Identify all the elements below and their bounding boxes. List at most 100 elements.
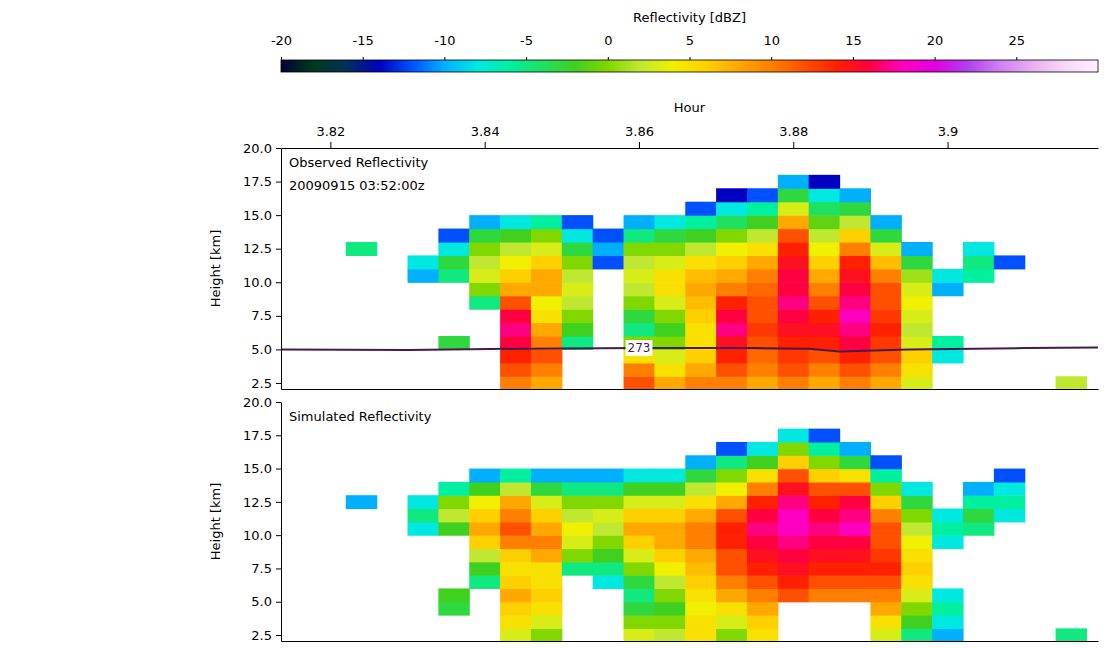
cell [963, 522, 994, 536]
cell [932, 588, 963, 602]
cell [901, 535, 932, 549]
cell [747, 469, 778, 483]
cell [963, 509, 994, 523]
cell [809, 363, 840, 377]
cell [685, 269, 716, 283]
cell [901, 509, 932, 523]
y-axis-line [281, 149, 282, 390]
cell [654, 615, 685, 629]
cell [901, 602, 932, 616]
cell [593, 562, 624, 576]
y-axis-tick: 10.0 [243, 275, 281, 290]
cell [654, 495, 685, 509]
cell [747, 255, 778, 269]
cell [747, 548, 778, 562]
x-axis-tick: 3.88 [779, 124, 808, 148]
cell [778, 296, 809, 310]
y-axis-tick: 15.0 [243, 208, 281, 223]
cell [809, 442, 840, 456]
cell [562, 229, 593, 243]
cell [531, 495, 562, 509]
cell [963, 242, 994, 256]
cell [747, 522, 778, 536]
cell [593, 482, 624, 496]
cell [469, 242, 500, 256]
cell [747, 282, 778, 296]
cell [747, 615, 778, 629]
cell [654, 349, 685, 363]
cell [469, 229, 500, 243]
y-axis-title: Height [km] [208, 483, 223, 560]
x-axis-tick: 3.9 [938, 124, 959, 148]
cell [593, 535, 624, 549]
cell [500, 615, 531, 629]
colorbar-axis-tick-mark [444, 57, 445, 60]
cell [870, 269, 901, 283]
cell [716, 575, 747, 589]
cell [963, 495, 994, 509]
cell [438, 482, 469, 496]
x-axis-tick-label: 3.9 [938, 124, 959, 139]
cell [624, 376, 655, 389]
cell [716, 602, 747, 616]
cell [747, 229, 778, 243]
cell [685, 548, 716, 562]
x-axis-tick-mark [793, 142, 794, 148]
cell [685, 242, 716, 256]
y-axis: 20.017.515.012.510.07.55.02.5 [243, 141, 281, 391]
x-axis-tick-mark [330, 142, 331, 148]
cell [870, 296, 901, 310]
cell [778, 562, 809, 576]
cell [500, 628, 531, 641]
colorbar-gradient [281, 60, 1098, 72]
panel-title: Observed Reflectivity [289, 155, 429, 170]
cell [870, 548, 901, 562]
colorbar-title: Reflectivity [dBZ] [633, 10, 746, 25]
plot-area [281, 175, 1098, 389]
cell [562, 482, 593, 496]
cell [500, 242, 531, 256]
cell [624, 509, 655, 523]
y-axis-tick-mark [276, 316, 281, 317]
cell [932, 349, 963, 363]
cell [870, 229, 901, 243]
y-axis-tick-mark [276, 249, 281, 250]
cell [870, 242, 901, 256]
cell [500, 296, 531, 310]
cell [500, 323, 531, 337]
cell [531, 469, 562, 483]
cell [654, 255, 685, 269]
cell [778, 455, 809, 469]
cell [654, 535, 685, 549]
cell [531, 229, 562, 243]
y-axis-tick: 17.5 [243, 174, 281, 189]
cell [840, 482, 871, 496]
cell [531, 602, 562, 616]
cell [685, 349, 716, 363]
colorbar-axis-tick-label: 10 [763, 33, 780, 48]
cell [593, 229, 624, 243]
cell [531, 323, 562, 337]
cell [994, 469, 1025, 483]
cell [870, 282, 901, 296]
cell [531, 309, 562, 323]
colorbar-axis-tick-label: 5 [686, 33, 694, 48]
cell [500, 575, 531, 589]
y-axis-tick: 17.5 [243, 428, 281, 443]
colorbar-axis-tick: 5 [686, 33, 694, 60]
cell [624, 469, 655, 483]
cell [840, 336, 871, 350]
cell [716, 562, 747, 576]
cell [562, 495, 593, 509]
cell [685, 363, 716, 377]
cell [624, 562, 655, 576]
cell [624, 296, 655, 310]
y-axis-tick: 12.5 [243, 495, 281, 510]
cell [747, 535, 778, 549]
cell [531, 215, 562, 229]
x-axis-tick: 3.82 [316, 124, 345, 148]
y-axis-tick-label: 2.5 [251, 628, 272, 643]
cell [932, 522, 963, 536]
cell [531, 255, 562, 269]
cell [747, 509, 778, 523]
